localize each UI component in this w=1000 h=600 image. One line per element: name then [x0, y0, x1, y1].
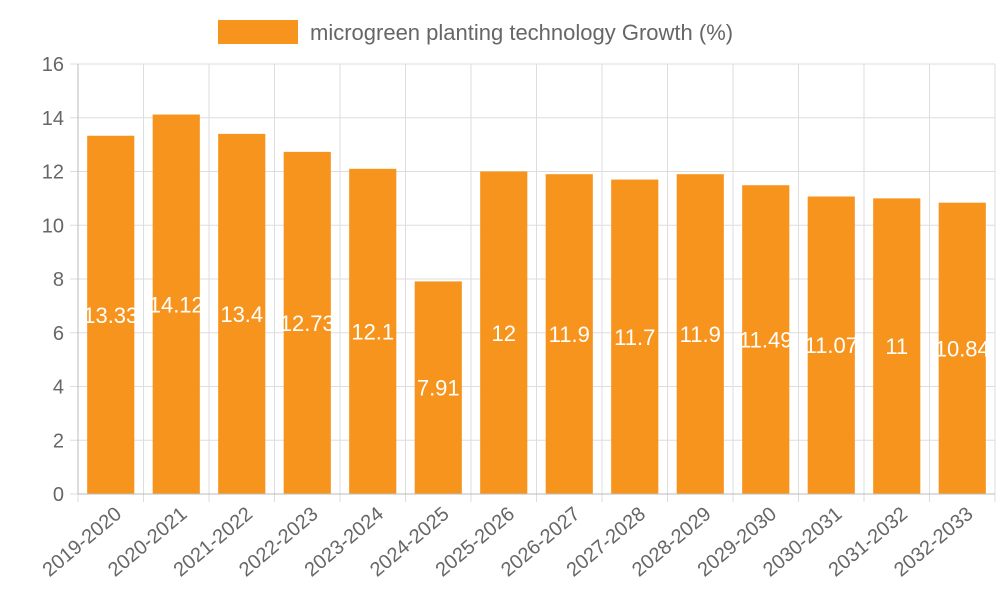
- data-label: 13.4: [220, 302, 263, 327]
- y-tick-label: 8: [53, 269, 64, 291]
- bar[interactable]: [611, 179, 659, 494]
- data-label: 11.9: [549, 322, 590, 347]
- y-tick-label: 0: [53, 484, 64, 506]
- data-label: 12.73: [280, 311, 335, 336]
- data-labels: 13.33 14.12 13.4 12.73 12.1 7.91 12 11.9 11.7 11.…: [83, 292, 990, 400]
- bar[interactable]: [152, 114, 200, 495]
- bar[interactable]: [545, 174, 593, 494]
- data-label: 10.84: [935, 336, 990, 361]
- data-label: 14.12: [149, 292, 204, 317]
- bar[interactable]: [676, 174, 724, 494]
- data-label: 7.91: [417, 376, 460, 401]
- data-label: 11.07: [805, 333, 858, 358]
- data-label: 12.1: [351, 319, 394, 344]
- bar[interactable]: [938, 202, 986, 495]
- y-tick-label: 14: [42, 108, 64, 130]
- bar[interactable]: [218, 133, 266, 494]
- grid-lines: [70, 63, 996, 502]
- y-tick-label: 6: [53, 323, 64, 345]
- data-label: 11: [885, 334, 908, 359]
- y-tick-label: 10: [42, 215, 64, 237]
- bar[interactable]: [283, 151, 331, 494]
- data-label: 11.49: [739, 328, 792, 353]
- data-label: 11.7: [614, 325, 655, 350]
- bar[interactable]: [414, 281, 462, 494]
- bar[interactable]: [742, 185, 790, 495]
- data-label: 11.9: [680, 322, 721, 347]
- legend-label: microgreen planting technology Growth (%…: [310, 20, 733, 45]
- bar-series: [87, 114, 986, 495]
- data-label: 12: [492, 321, 516, 346]
- y-tick-label: 2: [53, 430, 64, 452]
- y-axis: 0 2 4 6 8 10 12 14 16: [42, 54, 79, 506]
- y-tick-label: 4: [53, 377, 64, 399]
- bar[interactable]: [873, 198, 921, 494]
- legend[interactable]: microgreen planting technology Growth (%…: [218, 20, 733, 45]
- data-label: 13.33: [83, 303, 138, 328]
- bar[interactable]: [349, 168, 397, 494]
- y-tick-label: 12: [42, 162, 64, 184]
- bar[interactable]: [87, 135, 135, 494]
- bar[interactable]: [807, 196, 855, 494]
- bar[interactable]: [480, 171, 528, 495]
- x-axis: 2019-20202020-20212021-20222022-20232023…: [39, 493, 995, 581]
- y-tick-label: 16: [42, 54, 64, 76]
- legend-swatch: [218, 20, 298, 44]
